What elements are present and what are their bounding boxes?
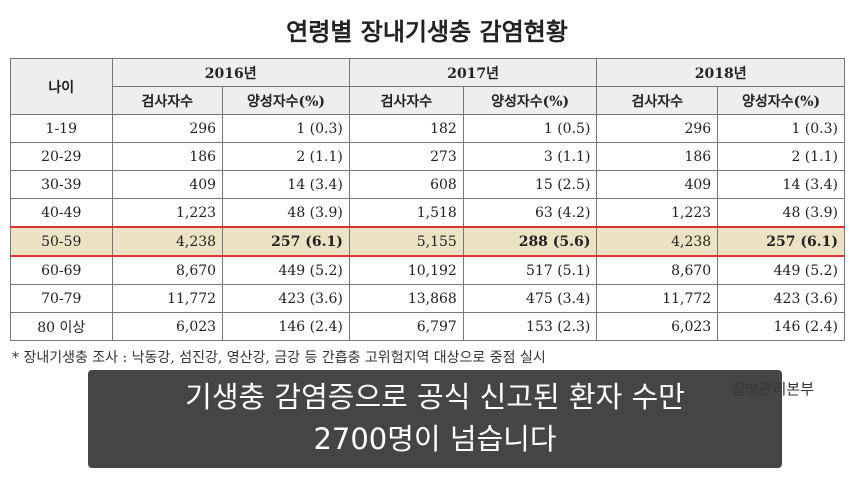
table-cell: 5,155 — [348, 226, 464, 257]
table-cell: 449 (5.2) — [222, 255, 350, 285]
table-cell: 63 (4.2) — [462, 198, 598, 228]
table-row: 50-59 4,238 257 (6.1) 5,155 288 (5.6) 4,238 25… — [10, 226, 845, 257]
table: 나이 2016년 2017년 2018년 검사자수 양성자수(%) 검사자수 양성자수… — [10, 58, 845, 341]
table-cell: 48 (3.9) — [717, 198, 845, 228]
table-cell: 257 (6.1) — [717, 226, 845, 257]
table-cell: 288 (5.6) — [462, 226, 598, 257]
table-row: 1-19 296 1 (0.3) 182 1 (0.5) 296 1 (0.3) — [10, 114, 845, 143]
table-row: 70-79 11,772 423 (3.6) 13,868 475 (3.4) 11,77… — [10, 284, 845, 313]
table-cell: 2 (1.1) — [717, 142, 845, 171]
table-cell: 1,223 — [596, 198, 719, 228]
table-cell: 409 — [111, 170, 224, 199]
table-cell: 4,238 — [111, 226, 224, 257]
header-row: 나이 2016년 2017년 2018년 — [10, 58, 845, 115]
caption-line: 2700명이 넘습니다 — [313, 422, 557, 456]
header-cell: 2018년 — [596, 58, 845, 87]
header-cell: 양성자수(%) — [222, 86, 350, 115]
table-cell: 1-19 — [10, 114, 113, 143]
table-cell: 146 (2.4) — [222, 312, 350, 341]
table-cell: 296 — [596, 114, 719, 143]
header-cell: 검사자수 — [348, 86, 464, 115]
table-row: 30-39 409 14 (3.4) 608 15 (2.5) 409 14 (3.4) — [10, 170, 845, 199]
table-cell: 423 (3.6) — [222, 284, 350, 313]
table-cell: 296 — [111, 114, 224, 143]
table-cell: 146 (2.4) — [717, 312, 845, 341]
table-cell: 475 (3.4) — [462, 284, 598, 313]
title: 연령별 장내기생충 감염현황 — [286, 17, 568, 46]
table-cell: 6,023 — [596, 312, 719, 341]
header-row: 검사자수 양성자수(%) 검사자수 양성자수(%) 검사자수 양성자수(%) — [11, 86, 845, 115]
table-cell: 6,023 — [111, 312, 224, 341]
table-cell: 11,772 — [111, 284, 224, 313]
table-cell: 14 (3.4) — [222, 170, 350, 199]
table-cell: 48 (3.9) — [222, 198, 350, 228]
table-cell: 257 (6.1) — [222, 226, 350, 257]
table-row: 20-29 186 2 (1.1) 273 3 (1.1) 186 2 (1.1) — [10, 142, 845, 171]
table-cell: 449 (5.2) — [717, 255, 845, 285]
header-cell: 2016년 — [111, 58, 350, 87]
table-cell: 3 (1.1) — [462, 142, 598, 171]
table-cell: 273 — [348, 142, 464, 171]
header-cell: 양성자수(%) — [717, 86, 845, 115]
table-cell: 13,868 — [348, 284, 464, 313]
table-cell: 1 (0.5) — [462, 114, 598, 143]
header-cell: 검사자수 — [596, 86, 719, 115]
table-cell: 182 — [348, 114, 464, 143]
table-row: 80 이상 6,023 146 (2.4) 6,797 153 (2.3) 6,023 14… — [10, 312, 845, 341]
table-cell: 80 이상 — [10, 312, 113, 341]
header-cell: 나이 — [10, 58, 113, 115]
table-cell: 70-79 — [10, 284, 113, 313]
table-cell: 1,518 — [348, 198, 464, 228]
table-cell: 50-59 — [10, 226, 113, 257]
table-body: 1-19 296 1 (0.3) 182 1 (0.5) 296 1 (0.3) 20-29 1… — [10, 114, 845, 341]
footnote: * 장내기생충 조사 : 낙동강, 섬진강, 영산강, 금강 등 간흡충 고위험… — [12, 350, 546, 366]
table-cell: 608 — [348, 170, 464, 199]
table-cell: 1,223 — [111, 198, 224, 228]
header-cell: 양성자수(%) — [462, 86, 598, 115]
header-cell: 2017년 — [348, 58, 598, 87]
table-cell: 1 (0.3) — [222, 114, 350, 143]
table-cell: 14 (3.4) — [717, 170, 845, 199]
table-cell: 2 (1.1) — [222, 142, 350, 171]
table-cell: 8,670 — [111, 255, 224, 285]
table-cell: 40-49 — [10, 198, 113, 228]
table-cell: 4,238 — [596, 226, 719, 257]
table-cell: 1 (0.3) — [717, 114, 845, 143]
table-cell: 8,670 — [596, 255, 719, 285]
table-cell: 11,772 — [596, 284, 719, 313]
table-cell: 423 (3.6) — [717, 284, 845, 313]
table-row: 60-69 8,670 449 (5.2) 10,192 517 (5.1) 8,670 4… — [10, 255, 845, 285]
table-cell: 517 (5.1) — [462, 255, 598, 285]
caption: 기생충 감염증으로 공식 신고된 환자 수만 2700명이 넘습니다 — [88, 370, 782, 468]
header-cell: 검사자수 — [111, 86, 224, 115]
table-cell: 30-39 — [10, 170, 113, 199]
table-row: 40-49 1,223 48 (3.9) 1,518 63 (4.2) 1,223 48 (… — [10, 198, 845, 228]
table-cell: 15 (2.5) — [462, 170, 598, 199]
table-cell: 6,797 — [348, 312, 464, 341]
table-cell: 20-29 — [10, 142, 113, 171]
table-cell: 186 — [111, 142, 224, 171]
table-cell: 186 — [596, 142, 719, 171]
table-cell: 409 — [596, 170, 719, 199]
table-cell: 60-69 — [10, 255, 113, 285]
caption-line: 기생충 감염증으로 공식 신고된 환자 수만 — [185, 380, 685, 414]
table-cell: 153 (2.3) — [462, 312, 598, 341]
table-cell: 10,192 — [348, 255, 464, 285]
